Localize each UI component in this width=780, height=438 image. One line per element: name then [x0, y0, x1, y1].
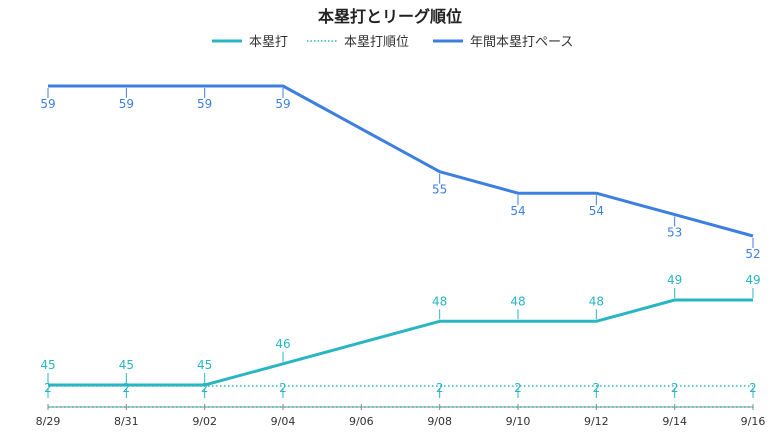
pace-data-label: 54	[510, 204, 525, 218]
hr-data-label: 48	[510, 294, 525, 308]
pace-line	[48, 84, 754, 238]
rank-data-label: 2	[514, 381, 522, 395]
rank-data-label: 2	[201, 381, 209, 395]
pace-data-label: 52	[745, 247, 760, 261]
hr-data-label: 46	[275, 337, 290, 351]
rank-data-label: 2	[44, 381, 52, 395]
rank-data-label: 2	[593, 381, 601, 395]
x-tick-label: 9/14	[662, 415, 687, 428]
pace-data-label: 53	[667, 226, 682, 240]
pace-data-label: 55	[432, 183, 447, 197]
legend-label-hr: 本塁打	[249, 35, 288, 50]
rank-data-label: 2	[671, 381, 679, 395]
hr-line	[48, 298, 753, 387]
x-tick-label: 9/10	[506, 415, 531, 428]
legend-item-rank[interactable]: 本塁打順位	[307, 35, 409, 50]
legend-item-pace[interactable]: 年間本塁打ペース	[433, 35, 573, 50]
x-tick-label: 8/31	[114, 415, 139, 428]
pace-data-label: 54	[589, 204, 604, 218]
chart-title: 本塁打とリーグ順位	[318, 7, 462, 26]
rank-data-label: 2	[436, 381, 444, 395]
x-tick-label: 9/02	[192, 415, 217, 428]
legend: 本塁打 本塁打順位 年間本塁打ペース	[212, 35, 573, 50]
rank-data-label: 2	[123, 381, 131, 395]
x-tick-label: 9/04	[271, 415, 296, 428]
x-tick-label: 8/29	[36, 415, 61, 428]
rank-data-label: 2	[279, 381, 287, 395]
hr-data-label: 45	[40, 358, 55, 372]
x-tick-label: 9/08	[427, 415, 452, 428]
hr-data-label: 48	[432, 294, 447, 308]
rank-data-label: 2	[749, 381, 757, 395]
pace-data-label: 59	[40, 97, 55, 111]
x-tick-label: 9/06	[349, 415, 374, 428]
x-tick-label: 9/12	[584, 415, 609, 428]
legend-item-hr[interactable]: 本塁打	[212, 35, 288, 50]
legend-label-pace: 年間本塁打ペース	[470, 35, 573, 50]
pace-data-label: 59	[275, 97, 290, 111]
hr-data-label: 49	[667, 273, 682, 287]
hr-data-label: 45	[119, 358, 134, 372]
pace-data-label: 59	[119, 97, 134, 111]
legend-label-rank: 本塁打順位	[344, 35, 409, 50]
hr-data-label: 49	[745, 273, 760, 287]
plot-area: 8/29 8/31 9/02 9/04 9/06 9/08 9/10 9/12 9/14 9/16…	[36, 84, 766, 428]
hr-data-label: 45	[197, 358, 212, 372]
pace-data-label: 59	[197, 97, 212, 111]
x-tick-label: 9/16	[741, 415, 766, 428]
hr-data-label: 48	[589, 294, 604, 308]
